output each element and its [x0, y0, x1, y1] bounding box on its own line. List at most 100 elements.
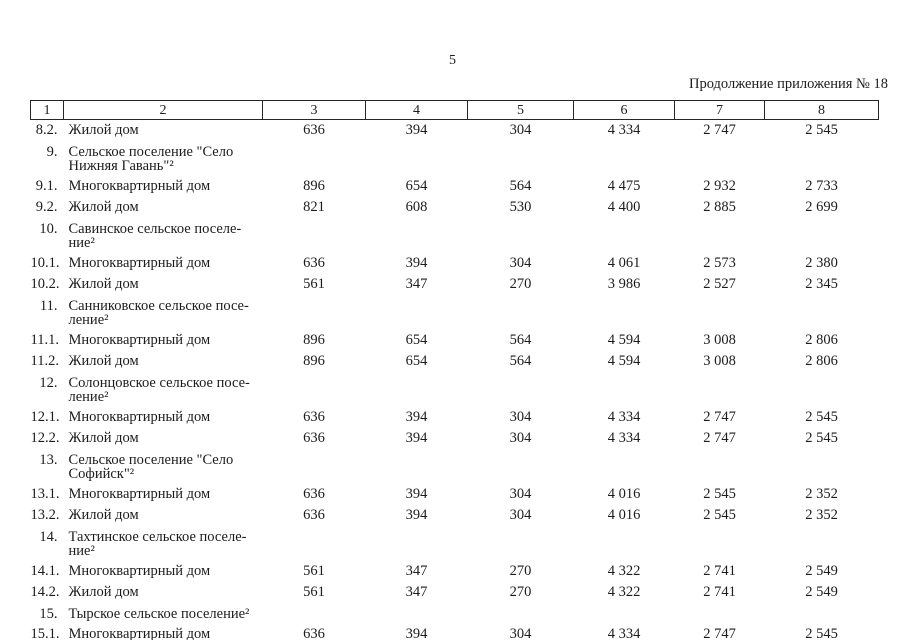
- row-value: [574, 603, 675, 624]
- dwelling-row: 13.2. Жилой дом 636 394 304 4 016 2 545 2 352: [31, 505, 879, 526]
- row-name: Жилой дом: [68, 353, 139, 369]
- row-value: 2 545: [805, 122, 838, 138]
- row-value: [263, 218, 366, 253]
- row-value: 4 334: [607, 626, 641, 640]
- row-value: [675, 295, 765, 330]
- row-value: [366, 372, 468, 407]
- row-value: 2 352: [805, 507, 838, 523]
- row-value: 3 008: [703, 332, 736, 348]
- row-value: 654: [405, 332, 428, 348]
- row-value: 2 345: [805, 276, 838, 292]
- row-value: 564: [509, 353, 532, 369]
- row-value: 636: [303, 486, 325, 502]
- row-value: 2 380: [805, 255, 838, 271]
- dwelling-row: 10.1. Многоквартирный дом 636 394 304 4 061 2 …: [31, 253, 879, 274]
- row-value: 4 594: [607, 332, 641, 348]
- row-value: 3 986: [607, 276, 641, 292]
- column-header-4: 4: [365, 100, 468, 120]
- row-value: [263, 372, 366, 407]
- row-name: Жилой дом: [68, 430, 139, 446]
- column-header-3: 3: [262, 100, 366, 120]
- dwelling-row: 9.1. Многоквартирный дом 896 654 564 4 475 2 9…: [31, 176, 879, 197]
- row-value: 304: [509, 409, 532, 425]
- row-value: 2 352: [805, 486, 838, 502]
- row-value: 4 594: [607, 353, 641, 369]
- column-header-6: 6: [573, 100, 675, 120]
- document-page: 5 Продолжение приложения № 18 1 2 3 4 5 …: [0, 52, 905, 640]
- dwelling-row: 11.1. Многоквартирный дом 896 654 564 4 594 3 …: [31, 330, 879, 351]
- row-value: 347: [405, 584, 428, 600]
- row-number: 15.1.: [30, 626, 60, 640]
- row-value: 4 016: [607, 507, 641, 523]
- row-value: 896: [303, 178, 325, 194]
- table-body: 8.2. Жилой дом 636 394 304 4 334 2 747 2 545 9. С…: [31, 120, 879, 640]
- row-number: 12.: [39, 375, 58, 391]
- row-value: [675, 449, 765, 484]
- row-value: [468, 295, 574, 330]
- row-value: [366, 218, 468, 253]
- row-value: [574, 449, 675, 484]
- row-value: 4 400: [607, 199, 641, 215]
- row-value: [765, 603, 879, 624]
- row-value: 270: [509, 584, 532, 600]
- dwelling-row: 8.2. Жилой дом 636 394 304 4 334 2 747 2 545: [31, 120, 879, 142]
- row-value: 304: [509, 507, 532, 523]
- row-value: 4 475: [607, 178, 641, 194]
- row-value: 2 545: [703, 507, 736, 523]
- row-name: Многоквартирный дом: [68, 563, 211, 579]
- dwelling-row: 9.2. Жилой дом 821 608 530 4 400 2 885 2 699: [31, 197, 879, 218]
- row-value: 4 322: [607, 584, 641, 600]
- row-value: [468, 141, 574, 176]
- row-value: [675, 218, 765, 253]
- row-value: 2 699: [805, 199, 838, 215]
- row-name: Тырское сельское поселение²: [68, 606, 250, 622]
- row-value: 2 549: [805, 584, 838, 600]
- row-number: 13.2.: [30, 507, 60, 523]
- row-name: Савинское сельское поселе- ние²: [68, 221, 242, 251]
- row-value: [263, 603, 366, 624]
- row-number: 13.: [39, 452, 58, 468]
- row-value: [574, 295, 675, 330]
- row-value: 2 747: [703, 626, 736, 640]
- row-value: 4 061: [607, 255, 641, 271]
- row-value: [263, 295, 366, 330]
- row-value: 896: [303, 353, 325, 369]
- row-value: 2 545: [805, 626, 838, 640]
- settlement-row: 12. Солонцовское сельское посе- ление²: [31, 372, 879, 407]
- row-value: 2 527: [703, 276, 736, 292]
- row-value: [765, 526, 879, 561]
- row-value: 530: [509, 199, 532, 215]
- row-number: 10.1.: [30, 255, 60, 271]
- row-value: 2 806: [805, 353, 838, 369]
- row-name: Санниковское сельское посе- ление²: [68, 298, 249, 328]
- column-header-2: 2: [63, 100, 263, 120]
- row-value: 561: [303, 584, 325, 600]
- row-value: [765, 141, 879, 176]
- column-header-5: 5: [467, 100, 574, 120]
- row-name: Жилой дом: [68, 122, 139, 138]
- continuation-note: Продолжение приложения № 18: [689, 76, 888, 92]
- row-name: Многоквартирный дом: [68, 255, 211, 271]
- row-value: 2 741: [703, 563, 736, 579]
- row-name: Многоквартирный дом: [68, 486, 211, 502]
- column-header-1: 1: [30, 100, 64, 120]
- row-value: 654: [405, 353, 428, 369]
- row-value: 2 932: [703, 178, 736, 194]
- settlement-row: 11. Санниковское сельское посе- ление²: [31, 295, 879, 330]
- dwelling-row: 12.1. Многоквартирный дом 636 394 304 4 334 2 …: [31, 407, 879, 428]
- row-value: [675, 141, 765, 176]
- row-value: 4 334: [607, 409, 641, 425]
- row-name: Жилой дом: [68, 507, 139, 523]
- row-name: Многоквартирный дом: [68, 409, 211, 425]
- row-value: [366, 603, 468, 624]
- row-value: 270: [509, 276, 532, 292]
- row-value: [765, 372, 879, 407]
- row-name: Сельское поселение "Село Софийск"²: [68, 452, 234, 482]
- row-value: 636: [303, 626, 325, 640]
- row-value: [468, 218, 574, 253]
- row-number: 9.1.: [35, 178, 58, 194]
- row-number: 13.1.: [30, 486, 60, 502]
- table-header-row: 1 2 3 4 5 6 7 8: [30, 100, 879, 120]
- row-value: [574, 218, 675, 253]
- row-number: 15.: [39, 606, 58, 622]
